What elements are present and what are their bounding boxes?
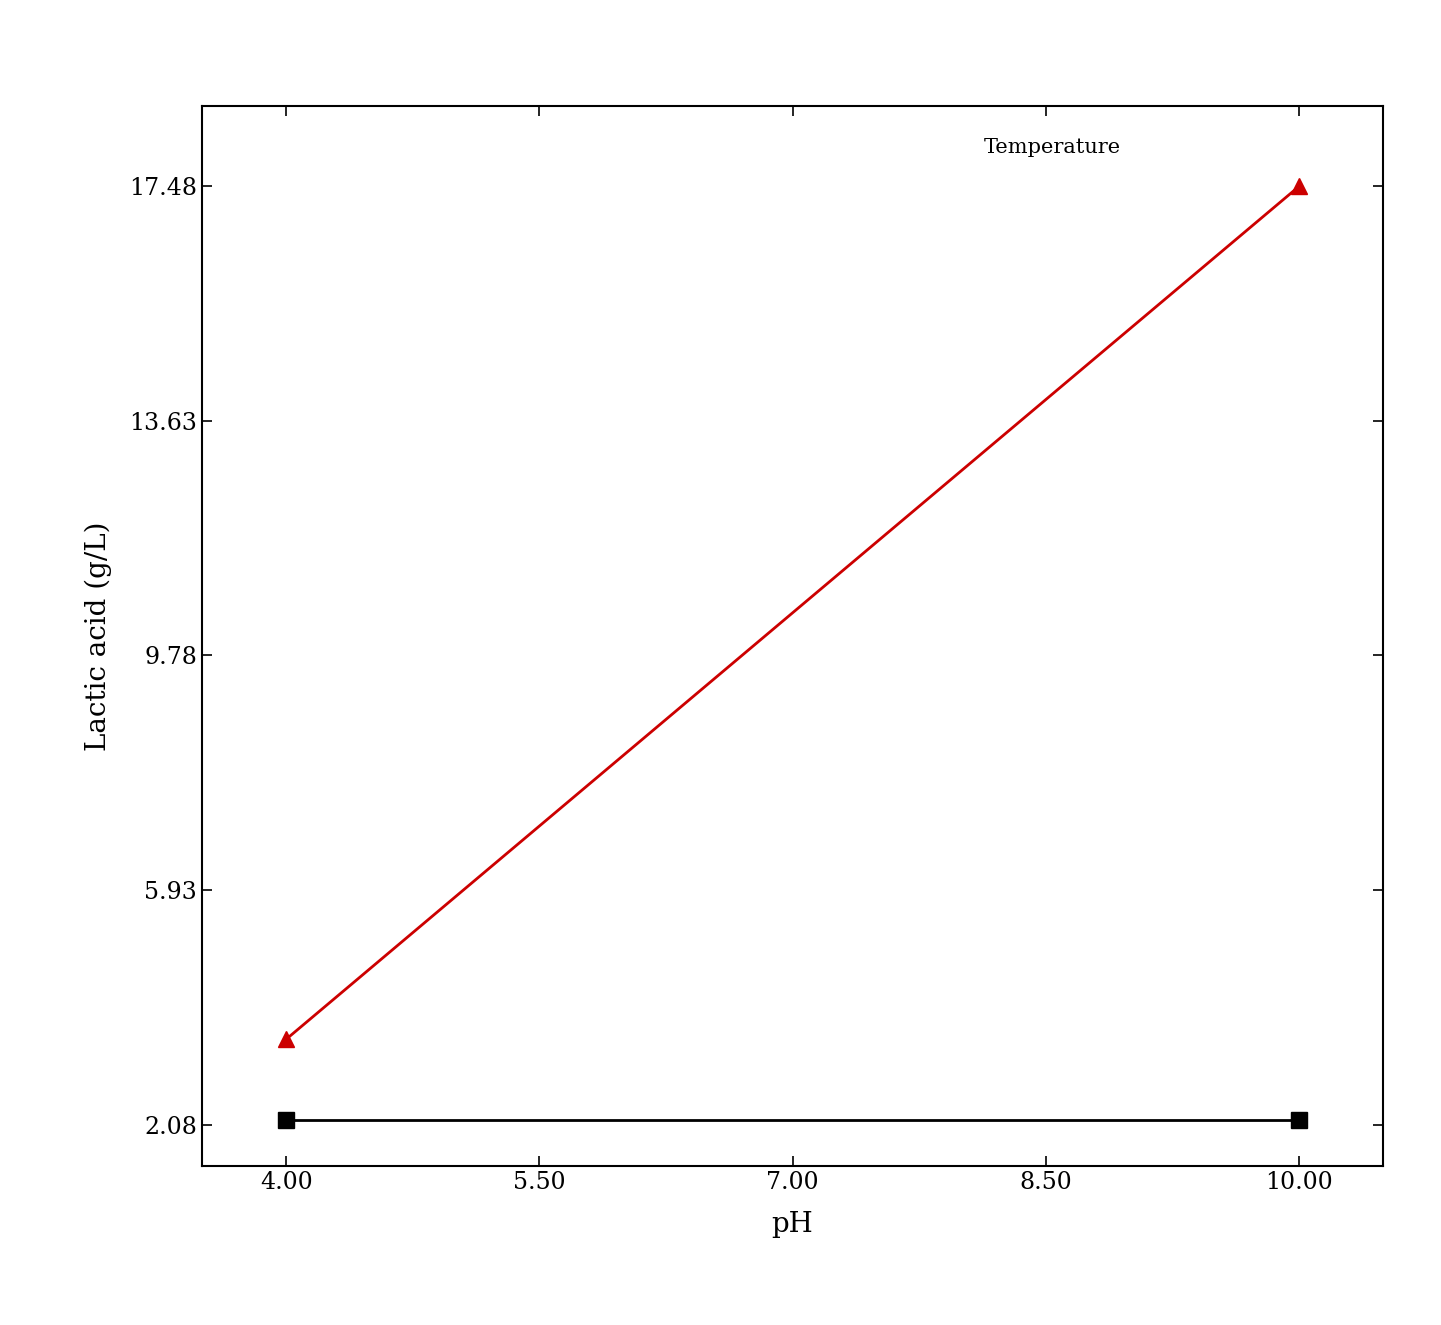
X-axis label: pH: pH — [772, 1211, 813, 1238]
Text: Temperature: Temperature — [984, 138, 1121, 156]
Y-axis label: Lactic acid (g/L): Lactic acid (g/L) — [85, 521, 112, 751]
